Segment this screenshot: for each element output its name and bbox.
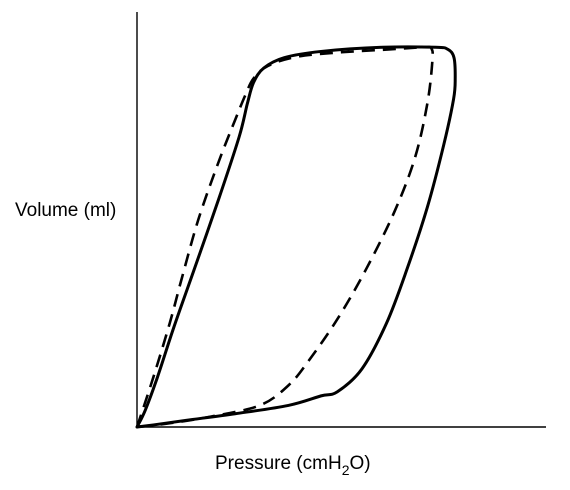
x-axis-label-suffix: O) <box>349 453 370 474</box>
x-axis-label-main: Pressure (cmH <box>215 453 342 474</box>
series-layer <box>135 45 457 429</box>
y-axis-label: Volume (ml) <box>15 200 116 221</box>
solid-loop-line <box>135 45 457 429</box>
x-axis-label-subscript: 2 <box>342 462 350 478</box>
dashed-loop-line <box>135 45 435 429</box>
x-axis-label: Pressure (cmH2O) <box>215 453 371 478</box>
